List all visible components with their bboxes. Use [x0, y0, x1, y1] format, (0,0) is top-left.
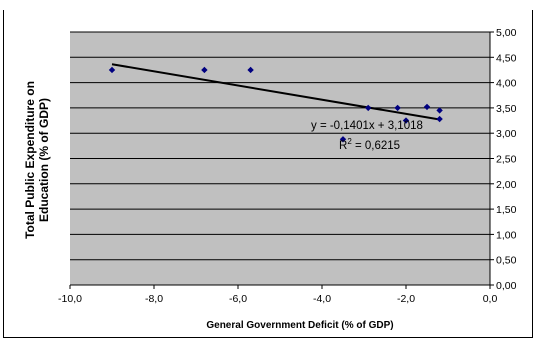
- data-point: [201, 66, 208, 74]
- y-tick-label: 2,00: [496, 179, 517, 191]
- data-point: [339, 136, 347, 143]
- x-tick-label: -4,0: [313, 293, 331, 305]
- y-tick-label: 5,00: [496, 27, 517, 39]
- data-point: [423, 103, 431, 111]
- trendline-equation: y = -0,1401x + 3,1018: [311, 120, 423, 132]
- y-tick-label: 1,50: [496, 204, 517, 216]
- data-point: [436, 107, 443, 114]
- x-tick-label: -2,0: [397, 293, 415, 305]
- y-tick-label: 3,50: [496, 103, 517, 115]
- trendline: [111, 63, 440, 121]
- x-tick-label: -10,0: [58, 293, 82, 305]
- data-point: [436, 115, 443, 123]
- y-tick-label: 0,00: [496, 280, 517, 292]
- y-tick-labels: 0,00 0,50 1,00 1,50 2,00 2,50 3,00 3,50 4,00 4,50…: [496, 27, 517, 292]
- r-squared-label: R2 = 0,6215: [339, 137, 400, 152]
- x-tick-labels: -10,0 -8,0 -6,0 -4,0 -2,0 0,0: [58, 293, 497, 305]
- y-axis-title-line-2: Education (% of GDP): [37, 98, 51, 222]
- data-point: [402, 117, 410, 124]
- data-point: [365, 104, 372, 112]
- y-tick-label: 3,00: [496, 128, 517, 140]
- x-axis-title: General Government Deficit (% of GDP): [206, 320, 393, 331]
- chart-border: [3, 10, 533, 338]
- x-axis: [69, 284, 491, 289]
- y-tick-label: 4,50: [496, 52, 517, 64]
- y-axis-title: Total Public Expenditure on: [23, 81, 37, 239]
- y-tick-label: 1,00: [496, 229, 517, 241]
- data-points: [108, 66, 443, 143]
- data-point: [108, 66, 116, 74]
- x-tick-label: -8,0: [145, 293, 163, 305]
- x-tick-label: -6,0: [229, 293, 247, 305]
- y-tick-label: 2,50: [496, 154, 517, 166]
- x-tick-label: 0,0: [483, 293, 498, 305]
- y-tick-label: 4,00: [496, 78, 517, 90]
- y-tick-label: 0,50: [496, 255, 517, 267]
- data-point: [247, 66, 254, 74]
- data-point: [394, 104, 401, 112]
